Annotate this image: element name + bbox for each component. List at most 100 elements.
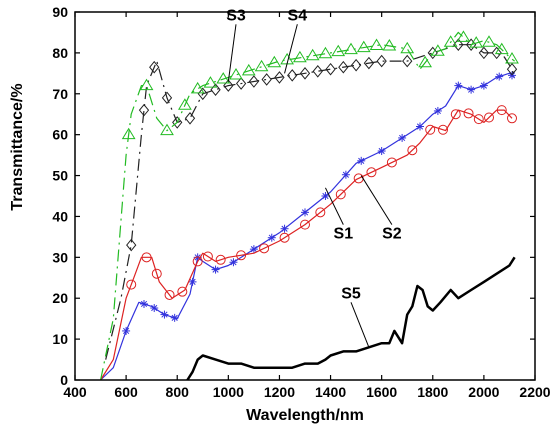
data-point xyxy=(416,122,424,131)
data-point-stroke xyxy=(301,209,309,216)
data-point xyxy=(467,85,476,94)
series-label-s1: S1 xyxy=(334,226,354,243)
data-point xyxy=(261,73,272,86)
data-point xyxy=(350,58,362,72)
data-point xyxy=(312,64,323,78)
data-point xyxy=(138,103,150,117)
series-s4 xyxy=(100,30,519,381)
data-point xyxy=(160,123,174,136)
data-point xyxy=(386,157,397,168)
data-point xyxy=(150,304,159,313)
x-axis-title: Wavelength/nm xyxy=(246,407,364,424)
data-point xyxy=(184,112,196,125)
x-tick-label: 2200 xyxy=(519,384,550,400)
data-point xyxy=(456,30,471,42)
series-line xyxy=(100,72,515,381)
data-point-stroke xyxy=(358,157,365,164)
data-point xyxy=(491,46,502,60)
data-point-stroke xyxy=(250,246,257,253)
data-point xyxy=(197,87,208,101)
y-tick-label: 80 xyxy=(52,45,68,61)
data-point xyxy=(164,289,175,300)
data-point xyxy=(223,79,234,92)
data-point xyxy=(431,44,445,56)
data-point xyxy=(192,256,203,267)
series-line xyxy=(186,256,516,381)
data-point-stroke xyxy=(230,259,237,266)
data-point xyxy=(363,56,375,70)
data-point xyxy=(496,105,507,116)
data-point xyxy=(505,52,519,64)
data-point xyxy=(376,54,387,68)
series-label-s2: S2 xyxy=(382,226,402,243)
data-point-stroke xyxy=(123,327,130,335)
data-point xyxy=(203,76,218,88)
data-point xyxy=(235,77,247,90)
x-tick-label: 800 xyxy=(166,384,190,400)
data-point xyxy=(121,127,136,140)
data-point xyxy=(293,50,307,63)
data-point xyxy=(438,124,448,135)
data-point xyxy=(325,62,336,76)
data-point xyxy=(507,113,517,124)
series-label-s4: S4 xyxy=(288,7,308,24)
data-point xyxy=(495,72,504,81)
data-point-stroke xyxy=(212,266,219,273)
x-tick-label: 1000 xyxy=(213,384,244,400)
x-tick-label: 1800 xyxy=(417,384,448,400)
data-point-stroke xyxy=(416,123,424,130)
data-point xyxy=(433,106,442,115)
data-point xyxy=(172,116,183,129)
data-point-stroke xyxy=(399,134,406,142)
y-axis-title: Transmittance/% xyxy=(9,83,26,210)
data-point xyxy=(280,224,289,233)
data-point xyxy=(216,72,231,84)
x-tick-label: 400 xyxy=(63,384,87,400)
x-tick-label: 2000 xyxy=(468,384,499,400)
x-tick-label: 1200 xyxy=(264,384,295,400)
y-tick-label: 90 xyxy=(52,4,68,20)
data-point-stroke xyxy=(480,82,487,89)
data-point xyxy=(211,265,220,274)
data-point xyxy=(178,98,192,110)
data-point xyxy=(161,91,173,105)
data-point xyxy=(473,114,484,125)
data-point-stroke xyxy=(455,82,462,89)
callout-line xyxy=(350,302,370,348)
data-point-stroke xyxy=(189,278,196,285)
data-point xyxy=(254,59,269,72)
data-point xyxy=(190,81,205,94)
series-s1 xyxy=(100,71,516,381)
data-point xyxy=(149,60,160,74)
data-point xyxy=(482,35,496,47)
data-point xyxy=(425,124,436,135)
y-tick-label: 60 xyxy=(52,127,68,143)
data-point xyxy=(479,81,488,90)
data-point xyxy=(177,286,188,297)
data-point xyxy=(202,251,213,262)
x-tick-label: 1400 xyxy=(315,384,346,400)
axes-layer: 400 600 800 1000 1200 1400 1600 1800 2000 2200 0 10… xyxy=(52,4,550,400)
data-point xyxy=(122,326,131,335)
data-point xyxy=(356,40,371,53)
data-point xyxy=(210,83,221,96)
data-point xyxy=(453,38,464,52)
x-tick-label: 1600 xyxy=(366,384,397,400)
y-tick-label: 20 xyxy=(52,290,68,306)
series-line xyxy=(105,44,516,360)
data-point xyxy=(236,250,247,261)
data-point xyxy=(484,112,494,123)
labels-layer: S1 S2 S3 S4 S5 xyxy=(226,7,402,348)
y-tick-label: 0 xyxy=(60,372,68,388)
data-point xyxy=(454,81,463,90)
data-point xyxy=(463,108,474,119)
data-point xyxy=(331,44,346,57)
series-s3 xyxy=(105,38,518,360)
data-point-stroke xyxy=(496,73,503,80)
data-point-stroke xyxy=(434,107,441,115)
data-point-stroke xyxy=(268,234,275,241)
data-point xyxy=(341,170,350,179)
data-point xyxy=(369,38,384,51)
data-point xyxy=(366,167,377,178)
